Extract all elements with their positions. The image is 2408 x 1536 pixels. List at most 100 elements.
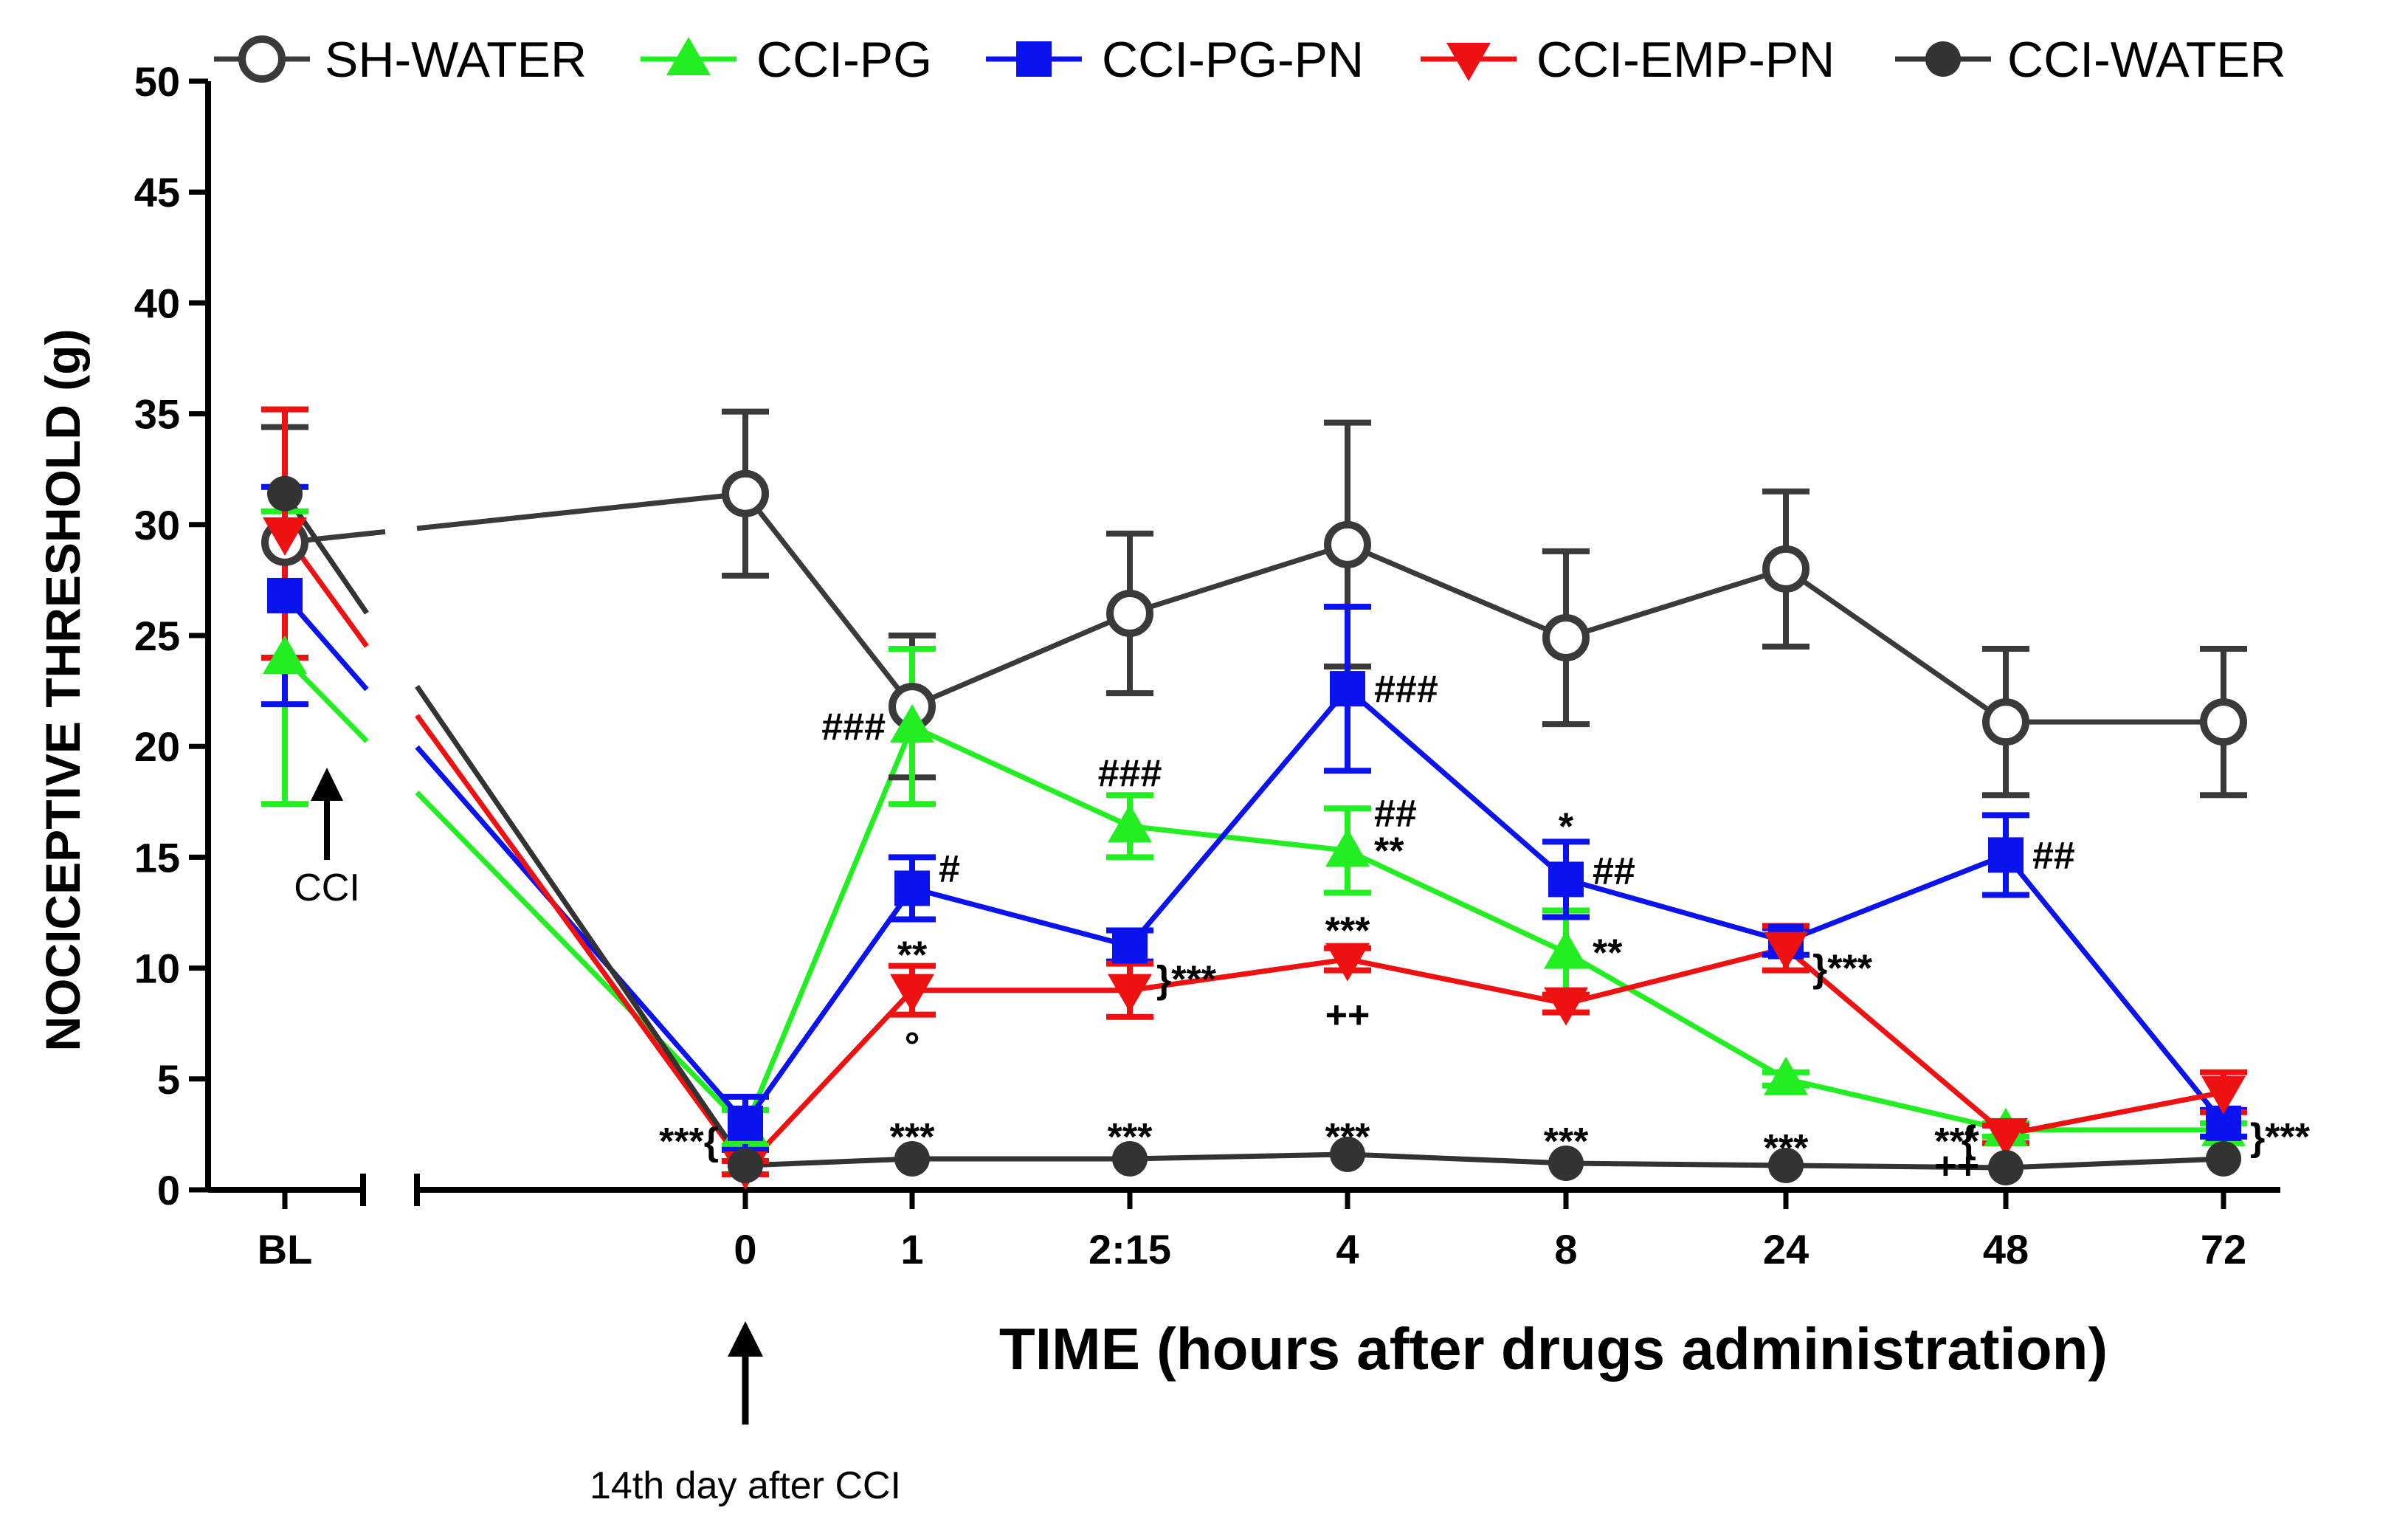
annotation-label: ++ [1934,1145,1979,1188]
y-tick-label: 25 [134,613,180,659]
data-point [722,469,769,517]
data-point [1762,545,1810,593]
series-line [743,492,2224,725]
arrow-note-label: 14th day after CCI [590,1464,901,1507]
annotation-label: ### [821,706,886,748]
data-point [267,577,303,613]
data-point [1108,804,1152,843]
arrow-head [728,1321,763,1357]
data-point [238,35,286,83]
y-tick-label: 30 [134,502,180,548]
x-tick-label: 4 [1336,1226,1359,1272]
arrow-note-label: CCI [294,867,360,909]
annotation-label: ° [905,1025,920,1068]
series-line [745,1151,2224,1171]
annotation-label: ***{ [659,1120,719,1163]
data-point [894,1140,930,1177]
y-tick-label: 35 [134,391,180,438]
x-tick-label: 0 [734,1226,756,1272]
y-axis-title: NOCICEPTIVE THRESHOLD (g) [35,328,90,1051]
y-tick-label: 15 [134,834,180,881]
x-tick-label: 2:15 [1089,1226,1171,1272]
x-axis-title: TIME (hours after drugs administration) [999,1316,2108,1382]
data-point [263,636,307,675]
data-point [890,704,934,743]
data-point [728,1147,763,1183]
data-point [1112,1140,1148,1177]
y-tick-label: 20 [134,723,180,770]
annotation-label: ## [2032,834,2075,877]
data-point [1768,1147,1804,1183]
x-tick-label: BL [258,1226,313,1272]
data-point [1764,931,1808,971]
series-line [415,791,748,1130]
data-point [890,974,934,1013]
annotation-label: ** [1374,830,1404,872]
series-line [742,723,2224,1133]
data-point [1925,41,1961,77]
annotation-label: ### [1374,668,1438,711]
annotation-label: * [1559,805,1574,848]
legend-label: CCI-PG [756,32,932,88]
annotation-label: }*** [1156,959,1217,1002]
data-point [1330,1136,1365,1172]
arrow-head [311,768,343,801]
series-line [743,946,2224,1170]
annotation-label: *** [1108,1116,1153,1159]
data-point [1108,974,1152,1013]
data-point [1988,1149,2024,1185]
data-point [1544,930,1588,969]
legend-label: CCI-PG-PN [1102,32,1364,88]
annotation-label: *** [1325,1116,1370,1159]
series-line [743,686,2226,1126]
annotations: ####**°***###}******#####*****++****##**… [294,668,2310,1507]
data-point [728,1105,763,1141]
annotation-label: ++ [1325,994,1370,1037]
legend-label: SH-WATER [325,32,587,88]
annotation-label: ### [1098,752,1162,795]
data-point [1982,698,2029,746]
y-tick-label: 50 [134,58,180,105]
data-point [1542,614,1590,662]
legend-label: CCI-WATER [2007,32,2286,88]
series-line [416,491,746,531]
annotation-label: *** [1325,910,1370,953]
data-point [1106,589,1153,637]
data-point [666,37,711,75]
data-point [1984,1117,2028,1157]
x-tick-label: 48 [1983,1226,2029,1272]
series-line [415,745,748,1126]
data-point [263,517,307,556]
data-point [1446,43,1491,81]
data-point [1325,943,1370,982]
series-line [415,714,748,1170]
annotation-label: }*** [2250,1116,2311,1159]
data-point [267,475,303,512]
y-tick-label: 5 [157,1056,180,1103]
legend: SH-WATER CCI-PG CCI-PG-PN CCI-EMP-PN CCI-WAT… [214,32,2286,88]
x-tick-label: 72 [2201,1226,2246,1272]
data-point [1988,837,2024,873]
data-point [894,870,930,906]
data-point [1544,987,1588,1026]
y-tick-label: 10 [134,946,180,992]
data-point [1324,520,1371,568]
data-point [2201,1075,2246,1115]
data-point [1325,828,1370,867]
annotation-label: }*** [1812,948,1873,991]
legend-label: CCI-EMP-PN [1536,32,1835,88]
annotation-label: ## [1374,792,1417,835]
annotation-label: { [1962,1118,1976,1161]
annotation-label: ** [897,934,928,977]
markers [261,469,2247,1190]
data-point [1112,928,1148,964]
data-point [1548,861,1584,898]
annotation-label: # [939,847,960,890]
series-line [415,684,748,1167]
y-tick-label: 40 [134,280,180,326]
x-tick-label: 24 [1763,1226,1809,1272]
error-bars [261,406,2247,1177]
